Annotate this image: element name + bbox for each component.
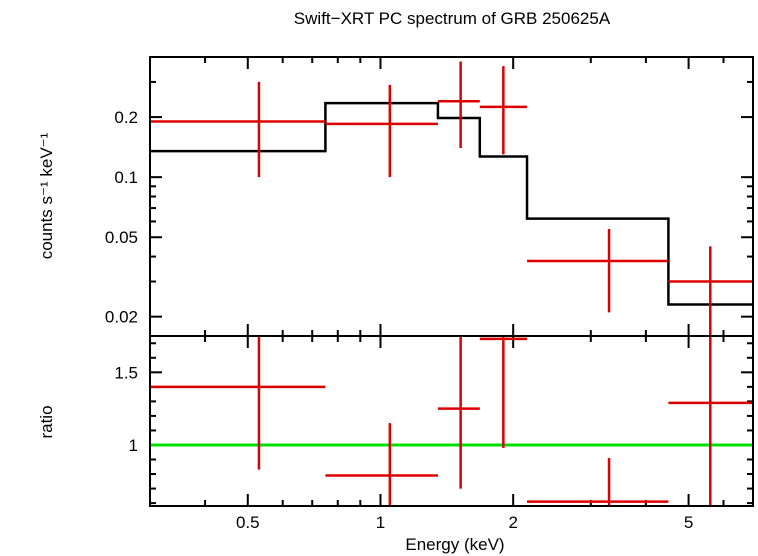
chart-title: Swift−XRT PC spectrum of GRB 250625A [294,9,611,28]
top-panel-ylabel: counts s⁻¹ keV⁻¹ [37,132,56,259]
bottom-panel-frame [149,335,754,507]
top-panel-frame [149,56,754,337]
bottom-y-tick-label: 1.5 [114,363,138,382]
data-point [668,246,753,336]
top-y-tick-label: 0.2 [114,108,138,127]
bottom-panel-ticks [150,342,753,505]
data-point [150,81,326,178]
x-tick-label: 0.5 [236,513,260,532]
data-point [150,336,326,470]
data-point [325,423,438,506]
x-tick-label: 2 [508,513,517,532]
top-y-tick-label: 0.05 [105,228,138,247]
x-tick-label: 1 [376,513,385,532]
top-panel-ticks [149,56,754,506]
bottom-panel-data [150,336,753,506]
x-axis-label: Energy (keV) [405,535,504,554]
bottom-panel-ylabel: ratio [37,405,56,438]
x-tick-label: 5 [684,513,693,532]
top-panel-model [150,101,753,306]
data-point [527,458,669,506]
model-step-line [150,101,753,306]
tick-labels: 0.5 1 2 5 0.02 0.05 0.1 0.2 1 1.5 [105,108,693,532]
bottom-y-tick-label: 1 [129,436,138,455]
data-point [527,228,669,313]
data-point [437,336,480,489]
data-point [325,84,438,178]
top-y-tick-label: 0.02 [105,308,138,327]
data-point [479,336,528,448]
panel-frames [149,56,754,507]
data-point [479,66,528,155]
top-panel-data [150,61,753,336]
top-y-tick-label: 0.1 [114,168,138,187]
data-point [437,61,480,148]
data-point [668,336,753,506]
